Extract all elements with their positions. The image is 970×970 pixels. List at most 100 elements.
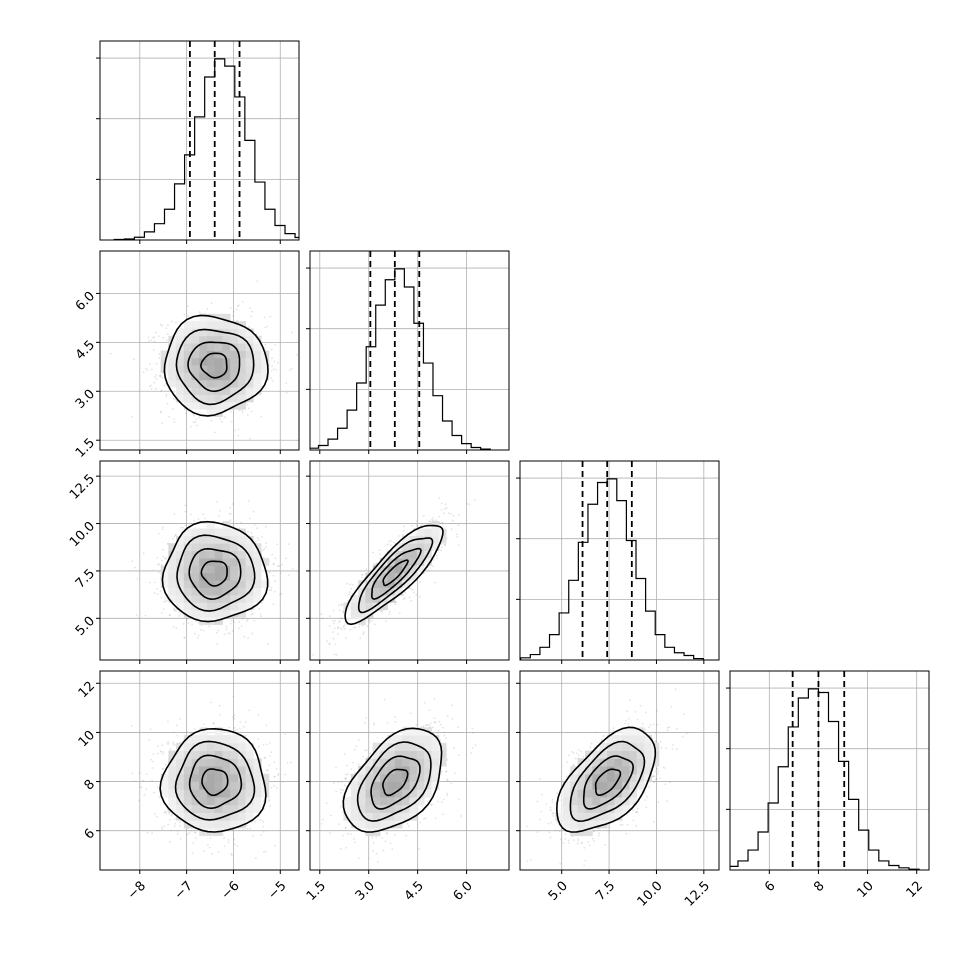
sample-point [153,340,156,343]
sample-point [187,622,190,625]
sample-point [159,323,162,326]
sample-point [197,622,200,624]
sample-point [394,603,397,606]
sample-point [180,526,183,529]
sample-point [216,501,218,503]
sample-point [378,553,381,556]
sample-point [210,419,213,422]
y-tick-label: 12.5 [67,472,98,503]
sample-point [160,410,163,413]
sample-point [155,332,157,334]
sample-point [240,521,243,524]
sample-point [432,559,435,561]
sample-point [279,572,282,575]
sample-point [337,633,339,635]
sample-point [428,520,431,522]
sample-point [361,573,364,576]
density-cell [261,558,270,566]
sample-point [432,565,434,568]
sample-point [193,520,196,522]
sample-point [346,582,348,585]
sample-point [185,617,188,620]
sample-point [218,510,221,512]
sample-point [167,543,169,545]
sample-point [440,549,443,552]
sample-point [174,609,177,612]
sample-point [189,425,192,428]
sample-point [275,369,278,371]
sample-point [146,369,148,372]
sample-point [233,621,235,624]
sample-point [421,522,424,525]
sample-point [273,590,276,593]
sample-point [138,799,140,802]
y-tick-label: 4.5 [73,338,98,363]
sample-point [223,845,226,848]
sample-point [166,743,169,745]
sample-point [307,518,309,520]
contour-line [200,352,228,379]
contour-line [176,534,256,612]
sample-point [270,348,273,351]
sample-point [332,637,335,640]
sample-point [274,580,277,582]
sample-point [452,519,454,522]
sample-point [274,344,277,346]
sample-point [198,311,201,313]
sample-point [219,418,222,420]
sample-point [410,587,413,590]
sample-point [167,742,170,745]
sample-point [246,827,249,830]
sample-point [187,315,190,317]
panel-content [100,671,299,870]
sample-point [444,544,447,547]
sample-point [173,535,176,538]
contours [161,520,269,623]
histogram-panel-0 [96,40,300,244]
sample-point [252,612,254,615]
sample-point [404,591,407,594]
sample-point [260,615,262,618]
sample-point [237,627,240,630]
density-cell [214,617,223,625]
sample-point [173,513,176,515]
sample-point [218,514,220,517]
sample-point [195,620,198,623]
panel-frame [99,460,300,661]
sample-point [187,305,189,308]
sample-point [247,500,250,502]
sample-point [402,534,404,536]
sample-point [246,403,249,406]
sample-point [339,627,342,629]
sample-point [273,775,276,778]
sample-point [261,602,263,604]
sample-point [386,543,389,546]
sample-point [161,422,164,425]
sample-point [162,555,165,558]
sample-point [186,731,189,733]
sample-point [231,630,234,632]
sample-point [151,368,153,371]
sample-point [432,516,434,519]
panel-content [100,251,299,450]
sample-point [291,331,293,334]
sample-point [340,617,343,620]
sample-point [285,382,288,384]
sample-point [230,410,233,413]
sample-point [142,371,145,374]
sample-point [204,517,207,520]
sample-point [440,508,443,511]
sample-point [427,569,430,572]
sample-point [232,695,235,698]
sample-point [329,643,331,646]
sample-point [363,631,365,634]
sample-point [365,568,368,571]
sample-point [291,367,293,370]
sample-point [242,725,245,728]
sample-point [237,428,240,431]
sample-point [273,563,275,566]
sample-point [230,513,232,515]
sample-point [249,307,251,309]
sample-point [178,615,181,617]
sample-point [358,626,361,628]
